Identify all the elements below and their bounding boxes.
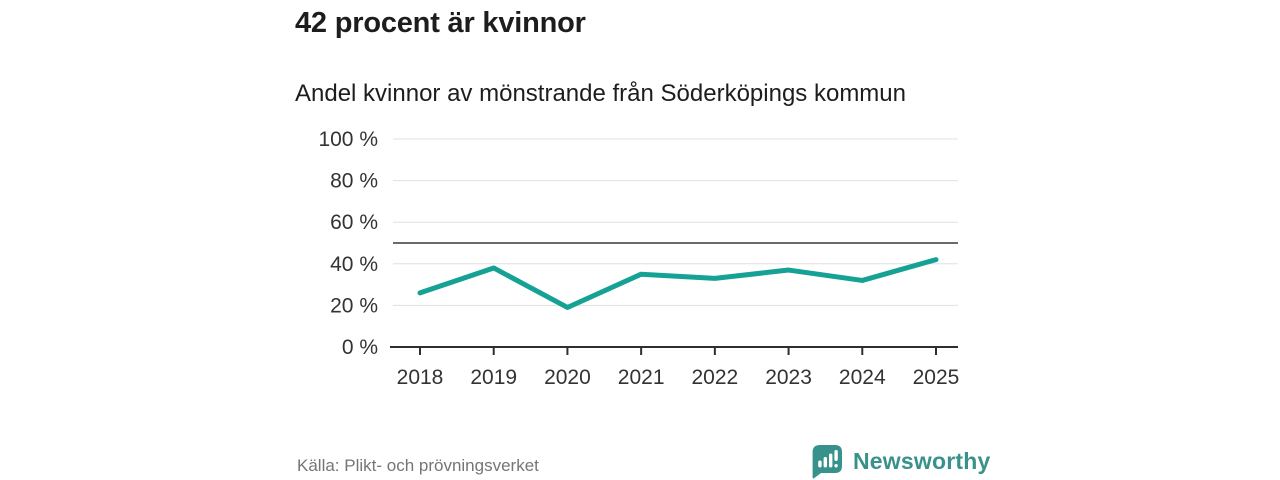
x-axis-label: 2021 [618,366,665,389]
y-axis-label: 60 % [330,211,378,234]
source-attribution: Källa: Plikt- och prövningsverket [297,456,539,475]
line-chart: 0 % 20 % 40 % 60 % 80 % 100 % 2018 2019 2020 2021… [318,128,960,389]
data-line-series [417,257,939,310]
y-axis-label: 80 % [330,170,378,193]
x-axis-label: 2018 [397,366,444,389]
y-axis-label: 40 % [330,253,378,276]
x-axis-label: 2025 [913,366,960,389]
x-axis-label: 2022 [691,366,738,389]
chart-title: 42 procent är kvinnor [295,7,586,39]
brand-name: Newsworthy [853,447,991,474]
y-axis-label: 100 % [318,128,378,151]
y-axis-label: 20 % [330,294,378,317]
brand-lockup: Newsworthy [810,443,990,479]
x-axis-label: 2024 [839,366,886,389]
x-axis-label: 2023 [765,366,812,389]
chart-subtitle: Andel kvinnor av mönstrande från Söderkö… [295,80,906,107]
y-axis-label: 0 % [342,336,378,359]
newsworthy-logo-icon [812,445,842,479]
x-axis-label: 2020 [544,366,591,389]
x-axis-label: 2019 [470,366,517,389]
